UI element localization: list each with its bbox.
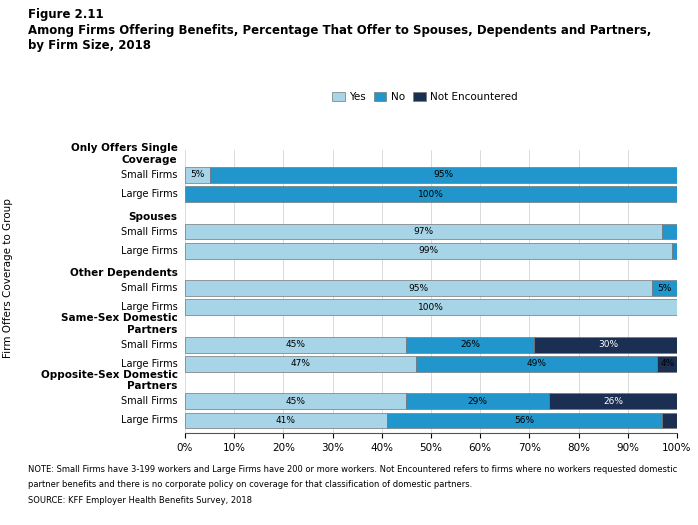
Text: Opposite-Sex Domestic
Partners: Opposite-Sex Domestic Partners — [40, 370, 177, 391]
Text: Spouses: Spouses — [128, 212, 177, 222]
Bar — [185, 413, 387, 428]
Bar — [185, 356, 416, 372]
Text: Large Firms: Large Firms — [121, 246, 177, 256]
Text: 45%: 45% — [285, 340, 306, 349]
Text: 5%: 5% — [190, 171, 205, 180]
Text: 29%: 29% — [468, 397, 488, 406]
Bar — [653, 280, 677, 296]
Text: Small Firms: Small Firms — [121, 283, 177, 293]
Text: Only Offers Single
Coverage: Only Offers Single Coverage — [70, 143, 177, 165]
Text: 49%: 49% — [527, 360, 547, 369]
Bar — [387, 413, 662, 428]
Text: Large Firms: Large Firms — [121, 359, 177, 369]
Bar — [416, 356, 658, 372]
Text: Other Dependents: Other Dependents — [70, 268, 177, 278]
Text: Small Firms: Small Firms — [121, 396, 177, 406]
Text: 97%: 97% — [414, 227, 433, 236]
Text: Large Firms: Large Firms — [121, 415, 177, 425]
Text: Same-Sex Domestic
Partners: Same-Sex Domestic Partners — [61, 313, 177, 335]
Bar — [185, 337, 406, 353]
Text: 41%: 41% — [276, 416, 296, 425]
Text: by Firm Size, 2018: by Firm Size, 2018 — [28, 39, 151, 52]
Bar — [209, 167, 677, 183]
Text: 5%: 5% — [658, 284, 672, 292]
Legend: Yes, No, Not Encountered: Yes, No, Not Encountered — [328, 88, 521, 107]
Text: Firm Offers Coverage to Group: Firm Offers Coverage to Group — [3, 198, 13, 358]
Text: Large Firms: Large Firms — [121, 302, 177, 312]
Bar — [535, 337, 682, 353]
Text: NOTE: Small Firms have 3-199 workers and Large Firms have 200 or more workers. N: NOTE: Small Firms have 3-199 workers and… — [28, 465, 677, 474]
Bar — [185, 167, 209, 183]
Bar — [185, 393, 406, 409]
Bar — [185, 186, 677, 202]
Text: 30%: 30% — [598, 340, 618, 349]
Bar — [406, 337, 535, 353]
Text: Small Firms: Small Firms — [121, 226, 177, 237]
Text: 100%: 100% — [418, 303, 444, 312]
Text: Small Firms: Small Firms — [121, 170, 177, 180]
Text: 4%: 4% — [660, 360, 674, 369]
Text: 47%: 47% — [290, 360, 311, 369]
Text: 26%: 26% — [461, 340, 480, 349]
Bar — [185, 243, 672, 259]
Text: SOURCE: KFF Employer Health Benefits Survey, 2018: SOURCE: KFF Employer Health Benefits Sur… — [28, 496, 252, 505]
Text: partner benefits and there is no corporate policy on coverage for that classific: partner benefits and there is no corpora… — [28, 480, 472, 489]
Bar — [406, 393, 549, 409]
Bar — [672, 243, 677, 259]
Text: 56%: 56% — [514, 416, 535, 425]
Text: 95%: 95% — [408, 284, 429, 292]
Text: 45%: 45% — [285, 397, 306, 406]
Bar — [549, 393, 677, 409]
Bar — [658, 356, 677, 372]
Bar — [185, 299, 677, 315]
Text: Figure 2.11: Figure 2.11 — [28, 8, 103, 21]
Bar — [662, 224, 677, 239]
Text: 99%: 99% — [419, 246, 438, 255]
Text: 100%: 100% — [418, 190, 444, 198]
Text: 95%: 95% — [433, 171, 454, 180]
Text: Small Firms: Small Firms — [121, 340, 177, 350]
Text: 26%: 26% — [603, 397, 623, 406]
Text: Large Firms: Large Firms — [121, 189, 177, 199]
Bar — [185, 280, 653, 296]
Bar — [185, 224, 662, 239]
Text: Among Firms Offering Benefits, Percentage That Offer to Spouses, Dependents and : Among Firms Offering Benefits, Percentag… — [28, 24, 651, 37]
Bar — [662, 413, 677, 428]
